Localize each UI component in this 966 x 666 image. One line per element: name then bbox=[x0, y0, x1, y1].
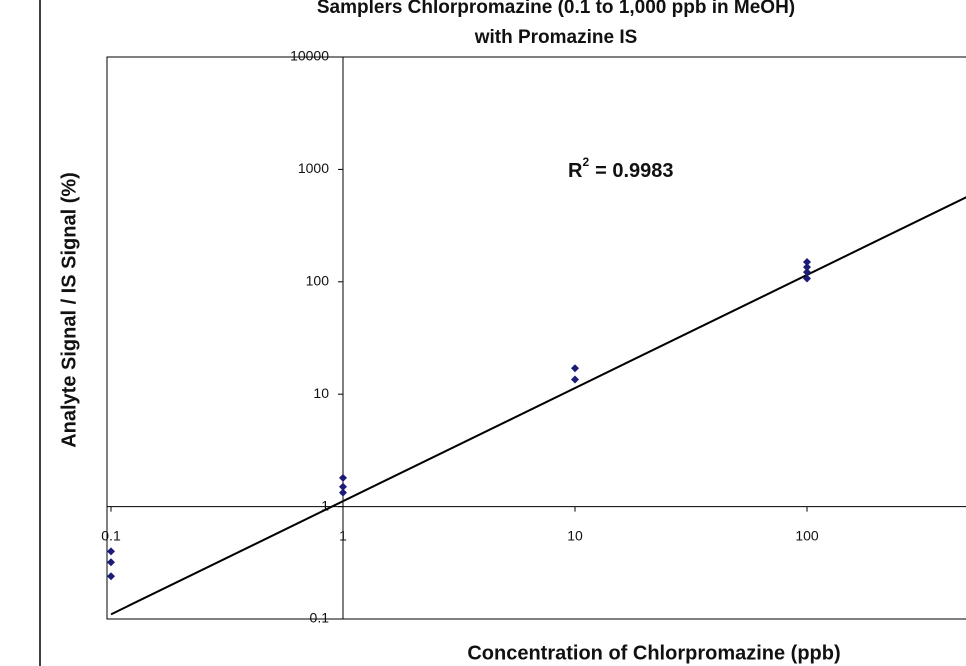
data-point bbox=[803, 268, 811, 277]
y-tick-label: 100 bbox=[306, 273, 330, 289]
data-point bbox=[803, 274, 811, 283]
y-tick-label: 1000 bbox=[298, 160, 329, 176]
data-point bbox=[107, 558, 115, 567]
annotation-base: R bbox=[568, 160, 583, 182]
x-tick-label: 100 bbox=[795, 527, 819, 543]
data-point bbox=[571, 375, 579, 384]
x-tick-label: 1 bbox=[339, 527, 347, 543]
y-tick-label: 10 bbox=[313, 385, 329, 401]
annotation-superscript: 2 bbox=[582, 155, 589, 169]
data-point bbox=[803, 258, 811, 267]
data-point bbox=[339, 488, 347, 497]
x-tick-label: 0.1 bbox=[101, 527, 121, 543]
x-tick-label: 10 bbox=[567, 527, 583, 543]
y-tick-label: 0.1 bbox=[310, 610, 330, 626]
data-point bbox=[339, 482, 347, 491]
y-axis-label: Analyte Signal / IS Signal (%) bbox=[58, 172, 80, 448]
y-tick-label: 10000 bbox=[290, 48, 329, 64]
plot-area bbox=[106, 56, 966, 620]
x-axis-label: Concentration of Chlorpromazine (ppb) bbox=[467, 642, 840, 664]
y-tick-label: 1 bbox=[321, 497, 329, 513]
data-point bbox=[803, 263, 811, 272]
annotation-text: = 0.9983 bbox=[595, 160, 673, 182]
data-point bbox=[107, 572, 115, 581]
trendline bbox=[110, 196, 966, 616]
chart-title: with Promazine IS bbox=[474, 27, 638, 48]
data-point bbox=[571, 364, 579, 373]
annotation: R2 = 0.9983 bbox=[568, 155, 674, 182]
data-point bbox=[339, 473, 347, 482]
chart-title: Samplers Chlorpromazine (0.1 to 1,000 pp… bbox=[317, 0, 795, 18]
data-point bbox=[107, 547, 115, 556]
